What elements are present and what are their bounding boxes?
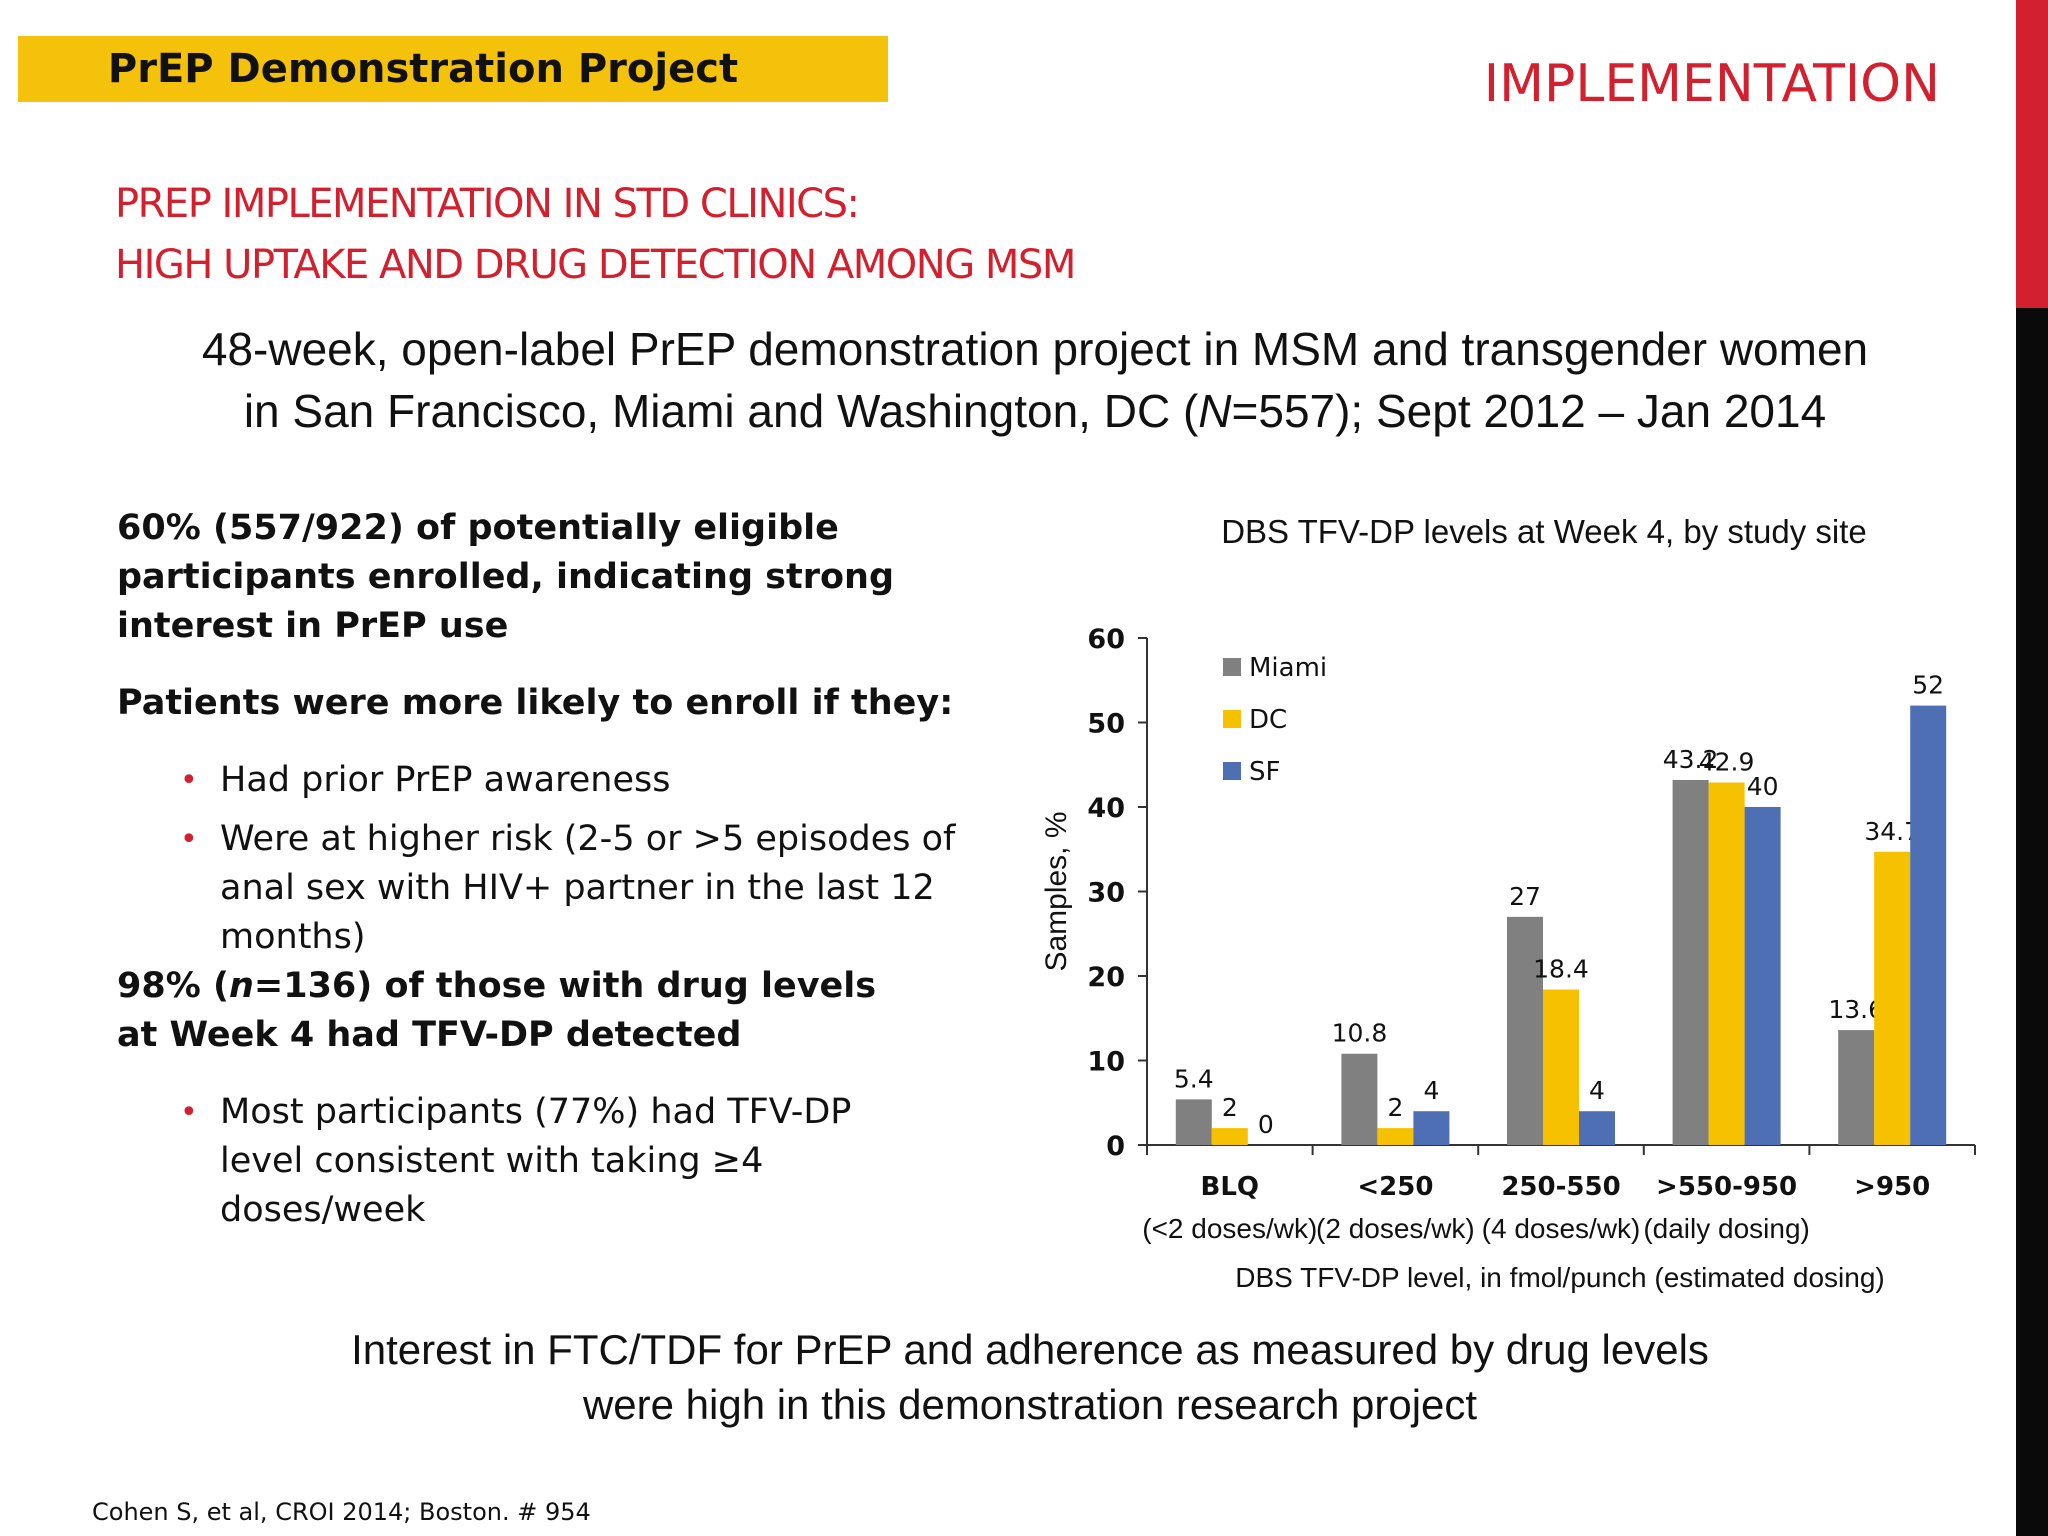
drug-detection-pre: 98% ( — [117, 966, 229, 1006]
category-label: <250 — [1357, 1172, 1433, 1202]
section-label: IMPLEMENTATION — [1483, 54, 1940, 114]
side-accent-bar-black — [2016, 308, 2048, 1536]
category-label: >950 — [1854, 1172, 1930, 1202]
category-sublabel: (4 doses/wk) — [1482, 1213, 1641, 1244]
legend-label: DC — [1249, 705, 1287, 735]
bar-sf — [1413, 1111, 1450, 1145]
enrollment-factors-heading: Patients were more likely to enroll if t… — [117, 683, 954, 723]
category-sublabel: (2 doses/wk) — [1316, 1213, 1475, 1244]
y-tick-label: 50 — [1087, 709, 1125, 740]
x-axis-label: DBS TFV-DP level, in fmol/punch (estimat… — [1235, 1262, 1884, 1293]
bar-miami — [1838, 1030, 1875, 1145]
y-tick-label: 0 — [1106, 1131, 1125, 1162]
bullet-icon: • — [180, 1095, 198, 1130]
chart-container: DBS TFV-DP levels at Week 4, by study si… — [1010, 500, 2010, 1320]
slide-title: PREP IMPLEMENTATION IN STD CLINICS: HIGH… — [115, 174, 1076, 296]
list-item: • Most participants (77%) had TFV-DP leve… — [180, 1088, 920, 1235]
y-tick-label: 10 — [1087, 1047, 1125, 1078]
conclusion-line2: were high in this demonstration research… — [582, 1381, 1478, 1428]
summary-n: N — [1198, 385, 1232, 437]
y-tick-label: 60 — [1087, 624, 1125, 655]
header-banner: PrEP Demonstration Project — [18, 36, 888, 102]
list-item: • Were at higher risk (2-5 or >5 episodes… — [180, 815, 980, 962]
data-label: 5.4 — [1174, 1064, 1214, 1093]
data-label: 52 — [1912, 671, 1944, 700]
data-label: 4 — [1589, 1076, 1605, 1105]
bar-dc — [1708, 782, 1745, 1145]
bar-miami — [1175, 1099, 1212, 1145]
bar-miami — [1507, 916, 1543, 1145]
category-sublabel: (daily dosing) — [1643, 1213, 1810, 1244]
legend-label: Miami — [1249, 653, 1327, 683]
conclusion: Interest in FTC/TDF for PrEP and adheren… — [100, 1322, 1960, 1432]
bullet-icon: • — [180, 822, 198, 857]
slide-title-line1: PREP IMPLEMENTATION IN STD CLINICS: — [115, 181, 860, 227]
data-label: 42.9 — [1699, 747, 1755, 776]
y-tick-label: 30 — [1087, 878, 1125, 909]
bar-chart: DBS TFV-DP levels at Week 4, by study si… — [1040, 513, 1976, 1293]
bar-dc — [1377, 1128, 1414, 1145]
data-label: 2 — [1222, 1093, 1238, 1122]
slide-title-line2: HIGH UPTAKE AND DRUG DETECTION AMONG MSM — [115, 242, 1076, 288]
y-axis-label: Samples, % — [1040, 811, 1073, 971]
bar-sf — [1744, 807, 1781, 1145]
drug-detection-list: • Most participants (77%) had TFV-DP leve… — [117, 1088, 920, 1235]
legend-swatch-miami — [1223, 658, 1241, 676]
data-label: 27 — [1509, 882, 1541, 911]
data-label: 10.8 — [1332, 1019, 1388, 1048]
side-accent-bar-red — [2016, 0, 2048, 308]
y-tick-label: 20 — [1087, 962, 1125, 993]
drug-detection-n: n — [228, 966, 254, 1006]
legend-label: SF — [1249, 757, 1280, 787]
summary-line2-pre: in San Francisco, Miami and Washington, … — [243, 385, 1199, 437]
enrollment-factors-list: • Had prior PrEP awareness • Were at highe… — [117, 756, 980, 962]
summary-line2-post: =557); Sept 2012 – Jan 2014 — [1231, 385, 1827, 437]
study-summary-line1: 48-week, open-label PrEP demonstration p… — [201, 323, 1869, 375]
bullet-text: Were at higher risk (2-5 or >5 episodes … — [220, 819, 956, 957]
data-label: 0 — [1258, 1110, 1274, 1139]
bar-dc — [1211, 1128, 1248, 1145]
bar-sf — [1910, 705, 1947, 1145]
study-summary: 48-week, open-label PrEP demonstration p… — [60, 318, 2010, 442]
category-label: 250-550 — [1501, 1172, 1620, 1202]
y-tick-label: 40 — [1087, 793, 1125, 824]
citation: Cohen S, et al, CROI 2014; Boston. # 954 — [92, 1498, 591, 1526]
bar-miami — [1341, 1053, 1378, 1145]
bar-miami — [1672, 779, 1709, 1145]
study-summary-line2: in San Francisco, Miami and Washington, … — [60, 380, 2010, 442]
drug-detection-finding: 98% (n=136) of those with drug levels at… — [117, 962, 917, 1060]
enrollment-finding: 60% (557/922) of potentially eligible pa… — [117, 508, 895, 646]
chart-title: DBS TFV-DP levels at Week 4, by study si… — [1221, 513, 1867, 550]
bar-dc — [1543, 989, 1579, 1145]
legend-swatch-dc — [1223, 710, 1241, 728]
drug-detection-post: =136) of those with drug levels at Week … — [117, 966, 877, 1055]
legend-swatch-sf — [1223, 762, 1241, 780]
data-label: 2 — [1387, 1093, 1403, 1122]
category-sublabel: (<2 doses/wk) — [1142, 1213, 1317, 1244]
category-label: BLQ — [1201, 1172, 1260, 1202]
banner-title: PrEP Demonstration Project — [107, 46, 739, 92]
data-label: 18.4 — [1533, 955, 1589, 984]
conclusion-line1: Interest in FTC/TDF for PrEP and adheren… — [351, 1326, 1709, 1373]
findings-column: 60% (557/922) of potentially eligible pa… — [117, 504, 997, 1235]
data-label: 40 — [1747, 772, 1779, 801]
bar-sf — [1579, 1111, 1615, 1145]
category-label: >550-950 — [1656, 1172, 1797, 1202]
bar-dc — [1874, 851, 1911, 1145]
data-label: 4 — [1423, 1076, 1439, 1105]
data-label: 43.2 — [1663, 745, 1719, 774]
bullet-icon: • — [180, 763, 198, 798]
bullet-text: Most participants (77%) had TFV-DP level… — [220, 1092, 852, 1230]
bullet-text: Had prior PrEP awareness — [220, 760, 671, 800]
list-item: • Had prior PrEP awareness — [180, 756, 980, 805]
